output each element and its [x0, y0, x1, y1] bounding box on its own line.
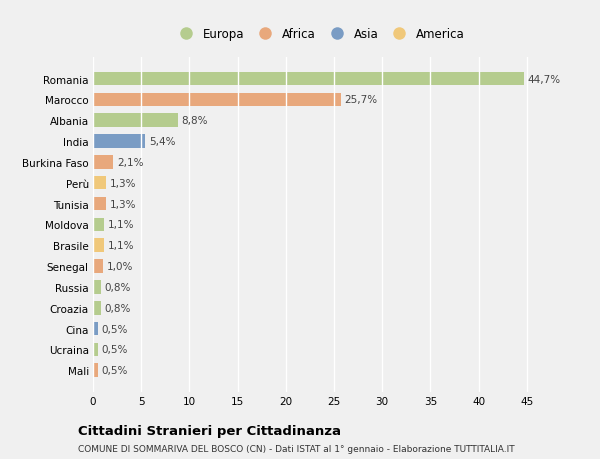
Bar	[93, 239, 104, 252]
Text: 1,3%: 1,3%	[109, 179, 136, 188]
Text: 0,5%: 0,5%	[101, 345, 128, 355]
Text: 0,5%: 0,5%	[101, 324, 128, 334]
Text: COMUNE DI SOMMARIVA DEL BOSCO (CN) - Dati ISTAT al 1° gennaio - Elaborazione TUT: COMUNE DI SOMMARIVA DEL BOSCO (CN) - Dat…	[78, 444, 515, 453]
Bar	[93, 73, 524, 86]
Bar	[93, 135, 145, 149]
Text: 0,8%: 0,8%	[104, 282, 131, 292]
Text: 1,0%: 1,0%	[106, 262, 133, 271]
Text: 0,8%: 0,8%	[104, 303, 131, 313]
Bar	[93, 301, 101, 315]
Bar	[93, 364, 98, 377]
Text: 1,1%: 1,1%	[107, 220, 134, 230]
Bar	[93, 343, 98, 357]
Bar	[93, 156, 113, 169]
Text: 5,4%: 5,4%	[149, 137, 175, 147]
Bar	[93, 93, 341, 107]
Text: 1,1%: 1,1%	[107, 241, 134, 251]
Bar	[93, 260, 103, 273]
Text: 0,5%: 0,5%	[101, 365, 128, 375]
Bar	[93, 322, 98, 336]
Text: Cittadini Stranieri per Cittadinanza: Cittadini Stranieri per Cittadinanza	[78, 425, 341, 437]
Text: 44,7%: 44,7%	[527, 74, 561, 84]
Text: 1,3%: 1,3%	[109, 199, 136, 209]
Bar	[93, 197, 106, 211]
Bar	[93, 177, 106, 190]
Legend: Europa, Africa, Asia, America: Europa, Africa, Asia, America	[170, 23, 469, 45]
Bar	[93, 280, 101, 294]
Bar	[93, 218, 104, 232]
Bar	[93, 114, 178, 128]
Text: 8,8%: 8,8%	[182, 116, 208, 126]
Text: 2,1%: 2,1%	[117, 157, 143, 168]
Text: 25,7%: 25,7%	[344, 95, 377, 105]
